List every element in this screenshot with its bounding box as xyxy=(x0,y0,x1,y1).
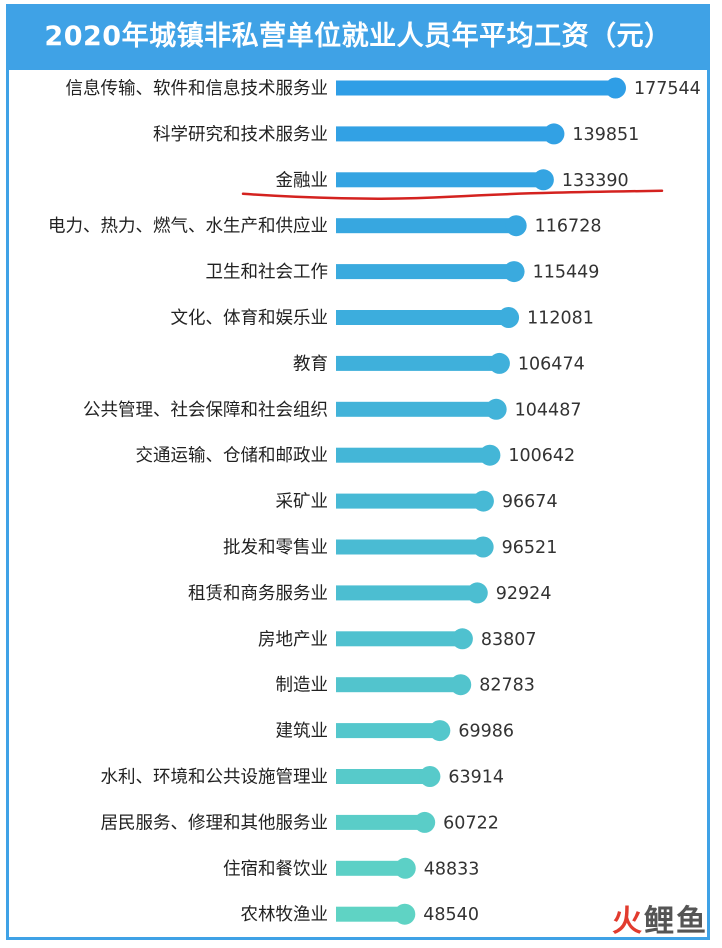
bar xyxy=(336,585,478,601)
category-label: 采矿业 xyxy=(276,492,329,512)
category-label: 租赁和商务服务业 xyxy=(188,584,328,604)
bar xyxy=(336,860,406,876)
category-label: 文化、体育和娱乐业 xyxy=(171,309,329,329)
value-label: 96674 xyxy=(502,492,558,512)
bar xyxy=(336,677,461,693)
value-label: 139851 xyxy=(572,125,639,145)
category-label: 卫生和社会工作 xyxy=(206,263,329,283)
watermark-logo: 火鲤鱼 xyxy=(612,904,708,939)
category-label: 公共管理、社会保障和社会组织 xyxy=(83,400,328,420)
value-label: 48833 xyxy=(424,859,480,879)
value-label: 83807 xyxy=(481,630,537,650)
category-label: 住宿和餐饮业 xyxy=(223,859,328,879)
category-label: 电力、热力、燃气、水生产和供应业 xyxy=(48,217,328,237)
highlight-underline xyxy=(241,189,664,200)
bar-end-cap xyxy=(503,261,525,283)
bar xyxy=(336,447,490,463)
value-label: 116728 xyxy=(535,217,602,237)
category-label: 金融业 xyxy=(276,171,329,191)
bar-end-cap xyxy=(419,766,441,787)
bar xyxy=(336,310,509,325)
bar-end-cap xyxy=(605,77,626,99)
bar-end-cap xyxy=(450,674,472,696)
value-label: 48540 xyxy=(423,905,479,925)
value-label: 60722 xyxy=(443,813,499,833)
bar xyxy=(336,814,425,830)
value-label: 82783 xyxy=(479,676,535,696)
category-label: 科学研究和技术服务业 xyxy=(153,125,328,145)
bar-end-cap xyxy=(488,352,510,374)
bar-end-cap xyxy=(532,169,554,191)
bar-end-cap xyxy=(429,720,451,742)
category-label: 教育 xyxy=(293,354,328,374)
category-label: 水利、环境和公共设施管理业 xyxy=(101,768,329,788)
category-label: 批发和零售业 xyxy=(223,538,328,558)
bar-end-cap xyxy=(394,903,416,925)
category-label: 居民服务、修理和其他服务业 xyxy=(101,813,329,833)
bar xyxy=(336,769,430,784)
category-label: 制造业 xyxy=(276,676,329,696)
category-label: 信息传输、软件和信息技术服务业 xyxy=(66,79,329,99)
category-label: 农林牧渔业 xyxy=(241,905,329,925)
bar-end-cap xyxy=(394,857,416,879)
category-label: 房地产业 xyxy=(258,630,328,650)
bar-end-cap xyxy=(451,628,473,650)
bar-end-cap xyxy=(543,123,565,145)
bar xyxy=(336,631,463,647)
value-label: 104487 xyxy=(515,400,582,420)
bar xyxy=(336,80,616,96)
value-label: 92924 xyxy=(496,584,552,604)
bar-end-cap xyxy=(414,811,436,833)
bar xyxy=(336,906,405,922)
category-label: 建筑业 xyxy=(276,722,329,742)
bar xyxy=(336,218,517,234)
value-label: 63914 xyxy=(448,768,504,788)
bar xyxy=(336,355,500,371)
bar-end-cap xyxy=(505,215,527,237)
bar-end-cap xyxy=(472,490,494,512)
bar xyxy=(336,401,497,417)
value-label: 177544 xyxy=(634,79,701,99)
title-bar: 2020年城镇非私营单位就业人员年平均工资（元） xyxy=(6,4,710,70)
bar xyxy=(336,539,484,555)
value-label: 112081 xyxy=(527,309,594,329)
bar xyxy=(336,264,515,280)
bar-end-cap xyxy=(472,536,494,558)
bar-end-cap xyxy=(498,307,520,328)
bar-end-cap xyxy=(485,398,507,420)
bar xyxy=(336,493,484,509)
value-label: 96521 xyxy=(502,538,558,558)
value-label: 133390 xyxy=(562,171,629,191)
chart-title: 2020年城镇非私营单位就业人员年平均工资（元） xyxy=(44,21,672,52)
value-label: 115449 xyxy=(533,263,600,283)
bar xyxy=(336,723,440,739)
value-label: 100642 xyxy=(508,446,575,466)
bar-end-cap xyxy=(466,582,488,604)
bar-end-cap xyxy=(479,444,501,466)
bar xyxy=(336,172,544,188)
value-label: 106474 xyxy=(518,354,585,374)
value-label: 69986 xyxy=(458,722,514,742)
bar xyxy=(336,126,554,142)
bars-layer: 信息传输、软件和信息技术服务业 177544 科学研究和技术服务业 139851 金融业… xyxy=(48,77,701,925)
category-label: 交通运输、仓储和邮政业 xyxy=(136,446,329,466)
